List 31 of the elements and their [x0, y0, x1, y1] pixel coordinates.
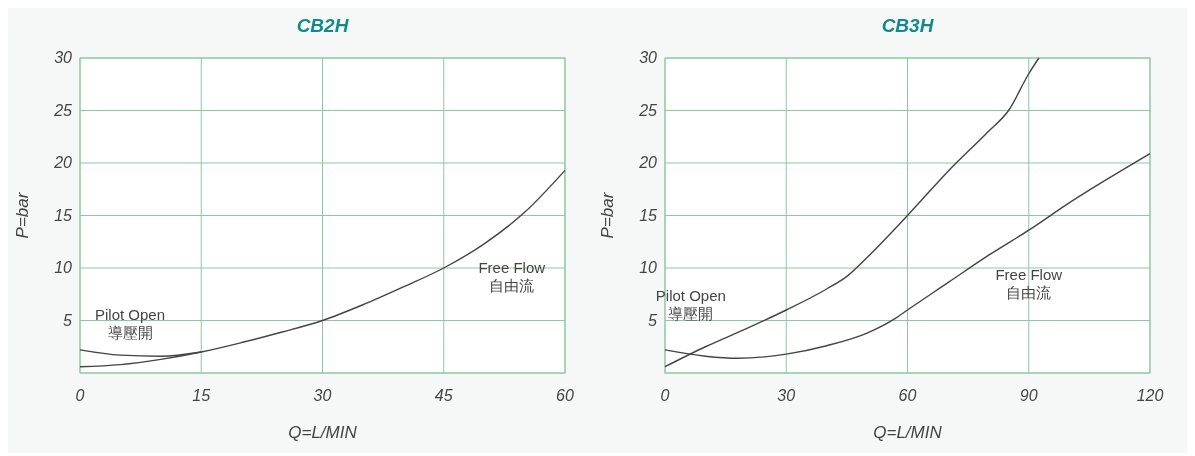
chart-title: CB3H — [881, 15, 935, 36]
y-tick-label: 10 — [54, 259, 73, 276]
y-tick-label: 25 — [638, 101, 658, 119]
y-tick-label: 20 — [638, 154, 658, 171]
y-axis-title: P=bar — [598, 191, 617, 239]
x-tick-label: 0 — [660, 387, 670, 404]
y-tick-label: 15 — [54, 206, 73, 224]
y-tick-label: 30 — [639, 49, 658, 66]
x-tick-label: 90 — [1019, 387, 1038, 404]
x-axis-title: Q=L/MIN — [873, 423, 943, 442]
y-tick-label: 5 — [648, 311, 658, 329]
series-label: Pilot Open 導壓開 — [94, 305, 166, 341]
x-tick-label: 0 — [75, 387, 85, 404]
y-tick-label: 20 — [53, 154, 73, 171]
y-tick-label: 25 — [53, 101, 73, 119]
x-tick-label: 15 — [192, 387, 211, 404]
x-tick-label: 30 — [313, 387, 332, 404]
y-tick-label: 10 — [639, 259, 658, 276]
x-tick-label: 60 — [556, 387, 574, 404]
x-axis-title: Q=L/MIN — [288, 423, 358, 442]
series-label: Free Flow 自由流 — [995, 266, 1063, 302]
x-tick-label: 30 — [777, 387, 796, 404]
x-tick-label: 120 — [1136, 387, 1164, 404]
x-tick-label: 60 — [898, 387, 917, 404]
y-tick-label: 30 — [54, 49, 73, 66]
y-axis-title: P=bar — [13, 191, 32, 239]
series-label: Free Flow 自由流 — [478, 259, 546, 294]
chart-title: CB2H — [296, 15, 350, 36]
y-tick-label: 15 — [639, 206, 658, 224]
y-tick-label: 5 — [63, 311, 73, 329]
x-tick-label: 45 — [434, 387, 453, 404]
